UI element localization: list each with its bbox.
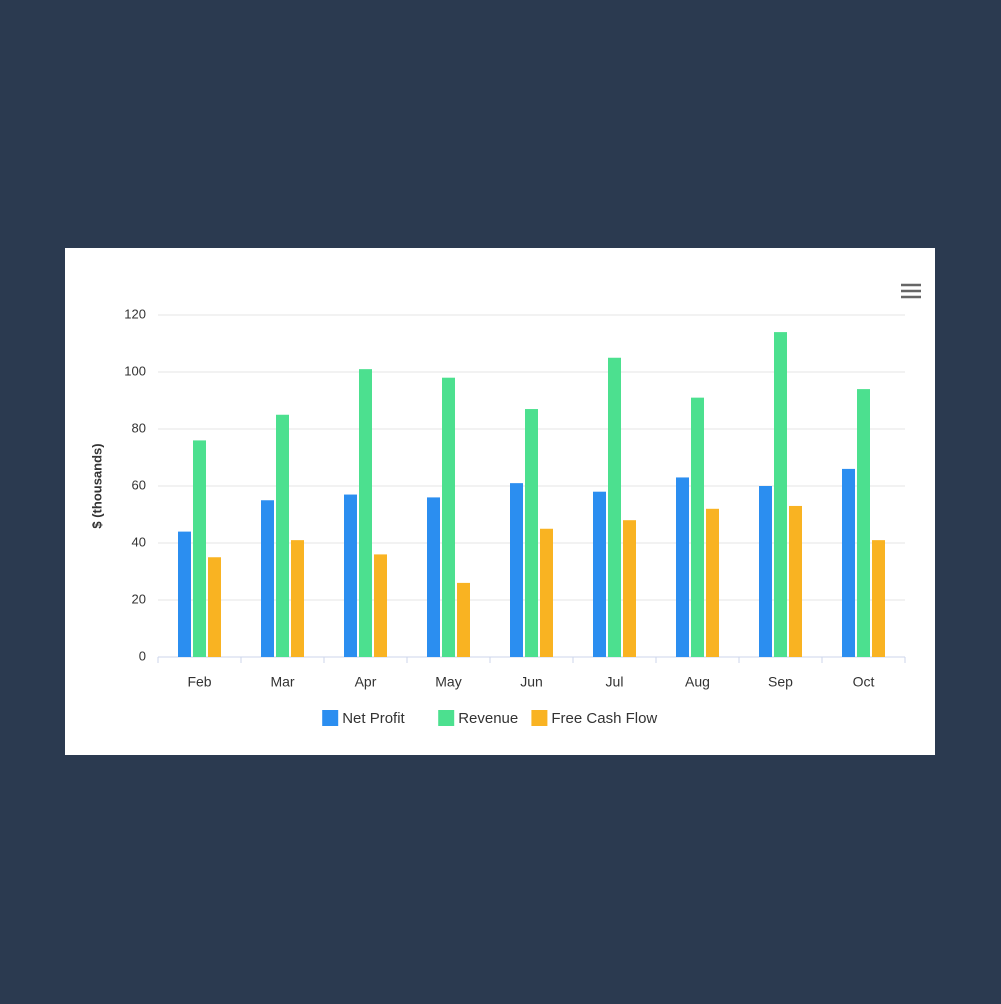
- bar: [872, 540, 885, 657]
- x-tick-label: Sep: [768, 674, 793, 690]
- menu-button[interactable]: [901, 283, 921, 299]
- x-tick-label: Oct: [853, 674, 875, 690]
- bar: [789, 505, 802, 657]
- bar: [540, 528, 553, 657]
- bar: [344, 494, 357, 657]
- y-tick-label: 60: [132, 477, 146, 492]
- legend-label[interactable]: Revenue: [458, 710, 518, 727]
- x-tick-label: May: [435, 674, 461, 690]
- bar: [676, 477, 689, 657]
- y-tick-label: 100: [124, 363, 146, 378]
- bar: [759, 486, 772, 657]
- bar: [374, 554, 387, 657]
- bar: [193, 440, 206, 657]
- bar: [457, 582, 470, 657]
- bar: [178, 531, 191, 657]
- y-tick-label: 20: [132, 591, 146, 606]
- bar: [359, 369, 372, 657]
- legend-label[interactable]: Free Cash Flow: [551, 710, 657, 727]
- bar: [208, 557, 221, 657]
- bar: [427, 497, 440, 657]
- bar: [608, 357, 621, 657]
- legend-swatch[interactable]: [438, 710, 455, 726]
- bar: [593, 491, 606, 657]
- legend-swatch[interactable]: [322, 710, 339, 726]
- x-tick-label: Jun: [520, 674, 543, 690]
- bar: [276, 414, 289, 657]
- legend-swatch[interactable]: [531, 710, 548, 726]
- bar: [291, 540, 304, 657]
- bar: [261, 500, 274, 657]
- x-tick-label: Feb: [187, 674, 211, 690]
- bar: [857, 389, 870, 657]
- y-tick-label: 40: [132, 534, 146, 549]
- legend-label[interactable]: Net Profit: [342, 710, 405, 727]
- x-tick-label: Apr: [355, 674, 377, 690]
- x-tick-label: Aug: [685, 674, 710, 690]
- bar: [691, 397, 704, 657]
- bar: [706, 508, 719, 657]
- x-tick-label: Jul: [606, 674, 624, 690]
- bar: [842, 468, 855, 657]
- bar: [510, 483, 523, 657]
- y-tick-label: 120: [124, 306, 146, 321]
- bar: [623, 520, 636, 657]
- y-axis-label: $ (thousands): [89, 443, 104, 528]
- x-tick-label: Mar: [270, 674, 294, 690]
- bar: [442, 377, 455, 657]
- y-tick-label: 0: [139, 648, 146, 663]
- bar: [525, 409, 538, 657]
- y-tick-label: 80: [132, 420, 146, 435]
- chart-card: [65, 248, 935, 755]
- bar: [774, 332, 787, 657]
